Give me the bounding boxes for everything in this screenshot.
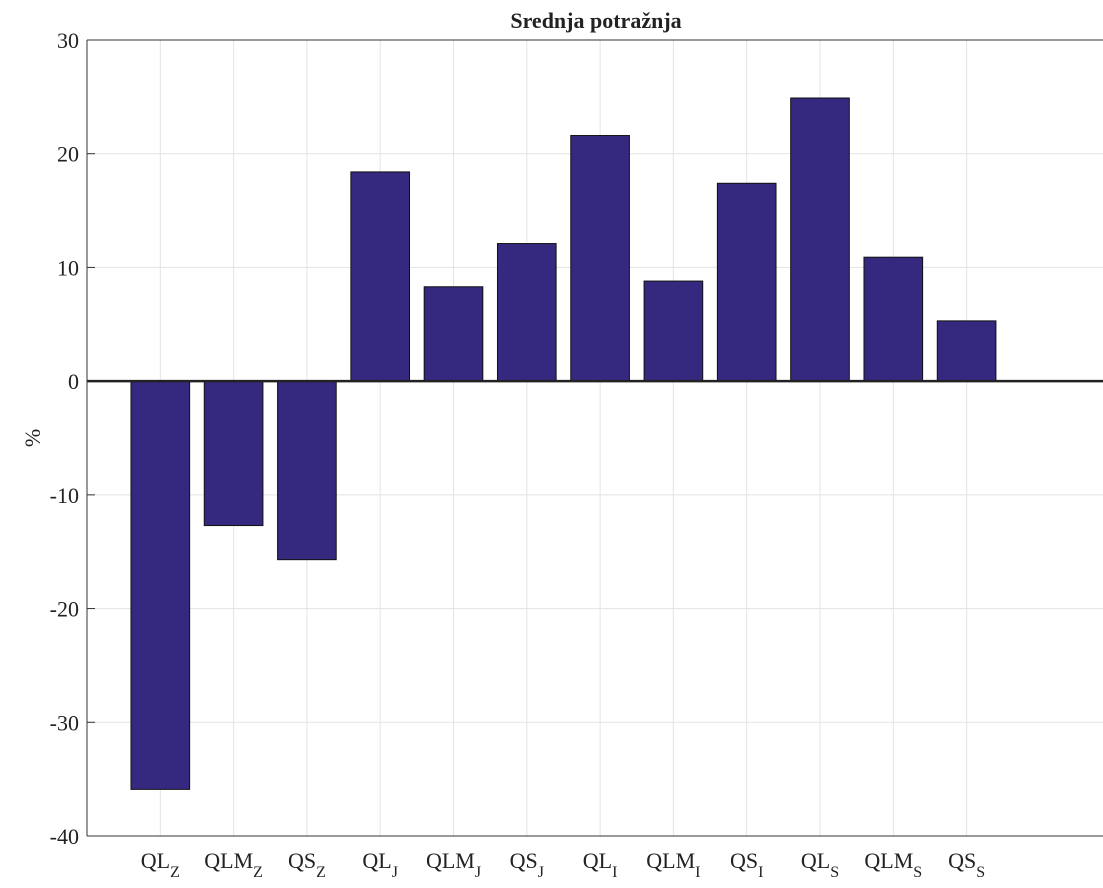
bar bbox=[203, 380, 264, 527]
x-tick-label-sub: S bbox=[976, 864, 985, 881]
x-tick-label-sub: S bbox=[830, 864, 839, 881]
y-axis-label: % bbox=[20, 429, 45, 447]
x-tick-label: QLZ bbox=[141, 848, 180, 881]
x-tick-label-main: QS bbox=[948, 848, 976, 873]
bar bbox=[863, 256, 924, 382]
bar bbox=[790, 97, 850, 382]
x-tick-label-main: QS bbox=[288, 848, 316, 873]
x-tick-label: QSZ bbox=[288, 848, 326, 881]
x-tick-label: QSS bbox=[948, 848, 985, 881]
x-tick-label: QSI bbox=[730, 848, 763, 881]
x-tick-label: QLMS bbox=[864, 848, 922, 881]
x-tick-label-main: QLM bbox=[426, 848, 475, 873]
x-tick-label: QSJ bbox=[510, 848, 544, 881]
x-tick-label-sub: I bbox=[758, 864, 763, 881]
x-tick-label-main: QLM bbox=[646, 848, 695, 873]
x-tick-label-sub: J bbox=[538, 864, 544, 881]
y-tick-label: 20 bbox=[57, 142, 79, 167]
y-tick-label: 10 bbox=[57, 255, 79, 280]
x-tick-label-sub: I bbox=[612, 864, 617, 881]
bar bbox=[643, 280, 704, 382]
x-tick-label-main: QS bbox=[730, 848, 758, 873]
x-tick-label: QLJ bbox=[362, 848, 398, 881]
bar bbox=[936, 320, 997, 382]
y-tick-label: 0 bbox=[68, 369, 79, 394]
y-tick-label: -20 bbox=[50, 597, 79, 622]
x-tick-label-sub: S bbox=[913, 864, 922, 881]
x-tick-label-main: QS bbox=[510, 848, 538, 873]
x-tick-label-sub: I bbox=[695, 864, 700, 881]
bar bbox=[423, 286, 484, 382]
bar bbox=[716, 182, 777, 382]
x-tick-label: QLMZ bbox=[204, 848, 263, 881]
y-tick-label: -30 bbox=[50, 710, 79, 735]
x-tick-label-main: QLM bbox=[204, 848, 253, 873]
y-tick-label: 30 bbox=[57, 28, 79, 53]
x-tick-label-main: QLM bbox=[864, 848, 913, 873]
y-tick-label: -10 bbox=[50, 483, 79, 508]
bar bbox=[130, 380, 191, 790]
x-tick-label-main: QL bbox=[583, 848, 612, 873]
y-tick-label: -40 bbox=[50, 824, 79, 849]
chart-title: Srednja potražnja bbox=[510, 8, 681, 33]
x-tick-label: QLI bbox=[583, 848, 618, 881]
x-tick-label: QLMJ bbox=[426, 848, 481, 881]
x-tick-label-sub: Z bbox=[253, 864, 263, 881]
x-tick-label-main: QL bbox=[362, 848, 391, 873]
bars bbox=[130, 97, 997, 790]
x-tick-label-sub: Z bbox=[316, 864, 326, 881]
x-tick-label: QLMI bbox=[646, 848, 700, 881]
x-tick-label-sub: J bbox=[392, 864, 398, 881]
x-tick-label-sub: J bbox=[475, 864, 481, 881]
x-tick-label: QLS bbox=[801, 848, 839, 881]
x-tick-label-main: QL bbox=[801, 848, 830, 873]
bar bbox=[350, 171, 411, 382]
x-tick-label-main: QL bbox=[141, 848, 170, 873]
bar bbox=[277, 380, 337, 561]
bar bbox=[570, 135, 630, 382]
x-tick-label-sub: Z bbox=[170, 864, 180, 881]
bar bbox=[496, 243, 557, 382]
